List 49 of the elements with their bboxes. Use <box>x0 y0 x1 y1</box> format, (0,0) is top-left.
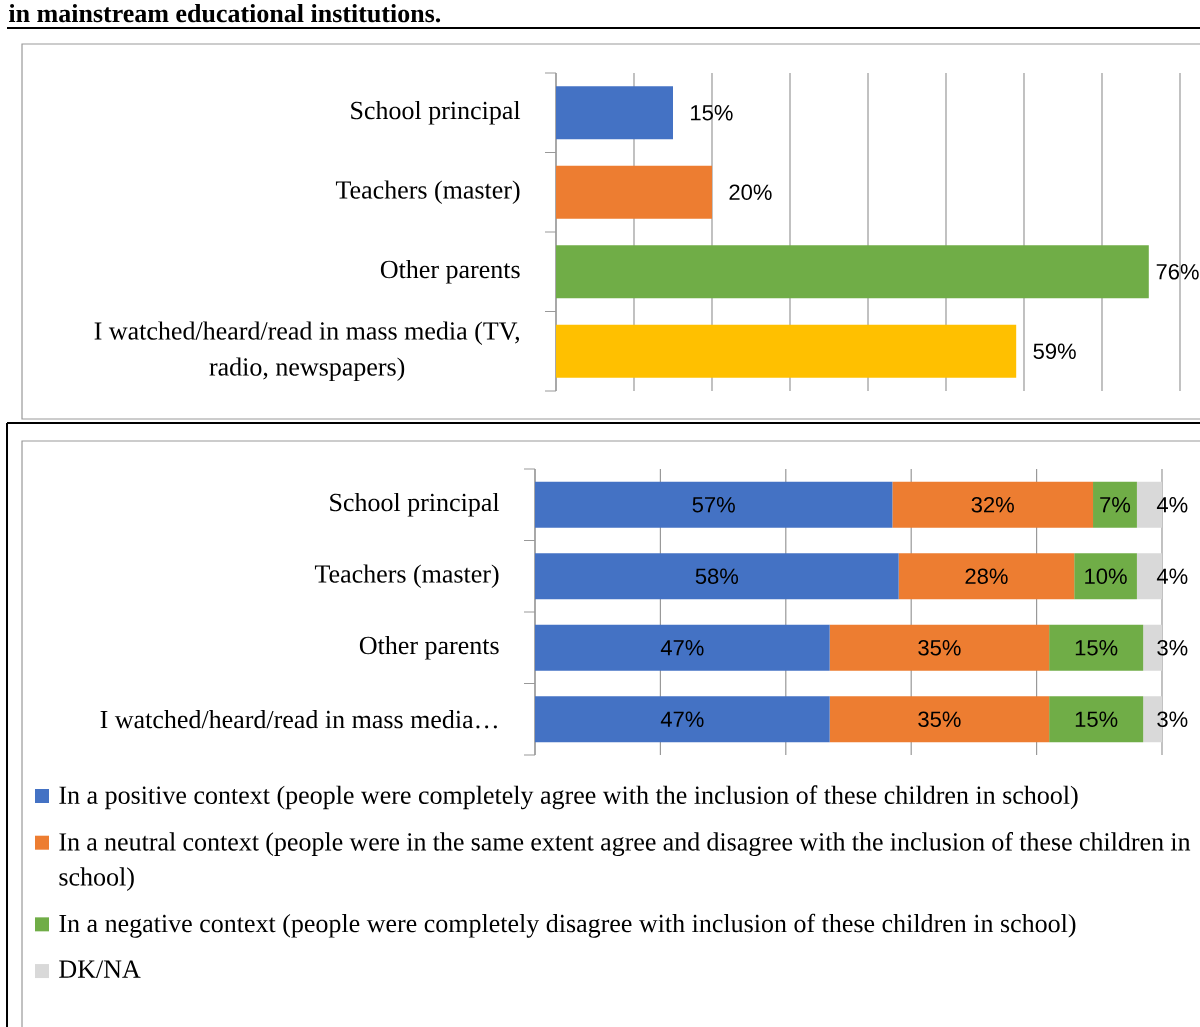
legend-label: In a positive context (people were completely agree with the inclusion of these children in school) <box>59 785 1078 810</box>
y-tick-label: School principal <box>351 100 521 125</box>
y-tick-label: Teachers (master) <box>335 180 520 205</box>
bar <box>1049 696 1144 743</box>
bar <box>892 481 1094 528</box>
data-label: 28% <box>965 568 1008 585</box>
data-label: 15% <box>691 105 733 121</box>
bar <box>829 696 1050 743</box>
legend-label: In a neutral context (people were in the same extent agree and disagree with the inclusion of these children in school) <box>59 832 1191 891</box>
data-label: 15% <box>1075 640 1118 656</box>
y-tick-label: School principal <box>330 492 500 517</box>
data-label: 35% <box>918 711 961 728</box>
data-label: 57% <box>692 497 735 513</box>
text: in mainstream educational institutions. <box>8 3 441 23</box>
y-tick-label: Other parents <box>359 635 499 660</box>
bar <box>535 696 830 743</box>
data-label: 47% <box>660 640 704 656</box>
y-tick-label: Other parents <box>380 259 520 284</box>
bar <box>535 624 830 671</box>
y-tick-label: I watched/heard/read in mass media… <box>100 710 497 729</box>
bar <box>556 324 1017 378</box>
bar <box>1049 624 1144 671</box>
bar <box>535 553 899 600</box>
bar <box>1074 553 1137 600</box>
data-label: 76% <box>1156 263 1199 280</box>
data-label: 10% <box>1085 568 1127 585</box>
bar <box>829 624 1050 671</box>
bar <box>1093 481 1137 528</box>
data-label: 35% <box>918 639 961 656</box>
y-tick-label: I watched/heard/read in mass media (TV, radio, newspapers) <box>94 321 520 382</box>
bar <box>556 245 1149 299</box>
bar <box>556 165 712 219</box>
data-label: 3% <box>1157 711 1188 728</box>
y-tick-label: Teachers (master) <box>314 564 499 589</box>
data-label: 3% <box>1157 639 1188 656</box>
data-label: 4% <box>1156 497 1188 513</box>
data-label: 7% <box>1100 497 1131 513</box>
bar <box>556 86 673 140</box>
data-label: 4% <box>1156 568 1188 584</box>
data-label: 20% <box>729 184 772 201</box>
data-label: 47% <box>660 711 704 727</box>
legend-label: DK/NA <box>59 960 141 978</box>
data-label: 59% <box>1033 343 1076 360</box>
data-label: 32% <box>971 496 1014 513</box>
bar <box>535 481 893 528</box>
data-label: 15% <box>1075 711 1118 727</box>
bar <box>898 553 1075 600</box>
data-label: 58% <box>695 568 739 585</box>
legend-label: In a negative context (people were completely disagree with inclusion of these children in school) <box>59 913 1076 938</box>
